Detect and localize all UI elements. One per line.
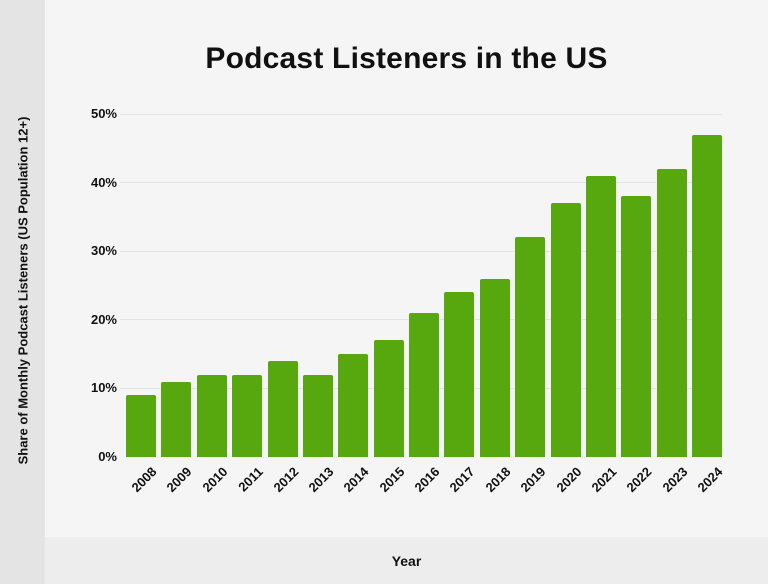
chart-title: Podcast Listeners in the US (205, 42, 608, 75)
x-tick-label-2020: 2020 (553, 464, 585, 496)
left-margin-strip (0, 0, 45, 584)
bar-2023 (656, 168, 687, 457)
bars-row (120, 114, 722, 457)
x-tick-col-2010: 2010 (197, 457, 231, 499)
x-tick-label-2015: 2015 (376, 464, 408, 496)
bar-2010 (196, 374, 227, 457)
x-tick-label-2008: 2008 (128, 464, 160, 496)
y-tick-label-40: 40% (90, 174, 117, 190)
x-tick-label-2024: 2024 (694, 464, 726, 496)
x-tick-label-2012: 2012 (270, 464, 302, 496)
x-tick-col-2023: 2023 (657, 457, 691, 499)
bottom-band: Year (45, 537, 768, 584)
bar-2021 (585, 175, 616, 457)
x-tick-col-2013: 2013 (303, 457, 337, 499)
plot-area (120, 113, 722, 457)
x-tick-col-2012: 2012 (268, 457, 302, 499)
bar-2024 (692, 134, 722, 457)
x-axis-title: Year (391, 552, 422, 569)
x-tick-label-2022: 2022 (623, 464, 655, 496)
x-tick-col-2016: 2016 (409, 457, 443, 499)
x-tick-col-2009: 2009 (161, 457, 195, 499)
x-tick-col-2019: 2019 (515, 457, 549, 499)
x-tick-label-2016: 2016 (411, 464, 443, 496)
x-tick-col-2021: 2021 (586, 457, 620, 499)
x-tick-label-2019: 2019 (517, 464, 549, 496)
bar-2009 (161, 381, 192, 457)
y-axis-ticks: 0% 10% 20% 30% 40% 50% (70, 106, 117, 464)
bar-2019 (515, 237, 546, 457)
bar-2014 (338, 354, 369, 457)
x-tick-label-2011: 2011 (235, 464, 266, 495)
bar-2022 (621, 196, 652, 457)
x-tick-col-2011: 2011 (232, 457, 266, 499)
bar-2016 (409, 312, 439, 457)
y-axis-title: Share of Monthly Podcast Listeners (US P… (15, 116, 31, 465)
x-tick-label-2010: 2010 (199, 464, 231, 496)
x-tick-col-2017: 2017 (444, 457, 478, 499)
bar-2013 (302, 374, 333, 457)
x-tick-label-2013: 2013 (305, 464, 337, 496)
bar-2015 (373, 340, 404, 457)
x-tick-col-2022: 2022 (621, 457, 655, 499)
y-tick-label-50: 50% (90, 106, 117, 121)
bar-2018 (479, 278, 510, 457)
y-tick-label-30: 30% (90, 243, 117, 259)
y-tick-label-0: 0% (98, 449, 117, 464)
bar-2011 (232, 374, 263, 457)
gridline-50 (120, 113, 722, 115)
x-tick-col-2020: 2020 (551, 457, 585, 499)
x-tick-col-2014: 2014 (338, 457, 372, 499)
x-tick-label-2017: 2017 (446, 464, 478, 496)
y-tick-label-10: 10% (90, 380, 117, 396)
x-tick-col-2018: 2018 (480, 457, 514, 499)
gridline-40 (120, 182, 722, 184)
x-tick-label-2023: 2023 (659, 464, 691, 496)
bar-2020 (550, 203, 581, 457)
x-tick-col-2024: 2024 (692, 457, 726, 499)
x-tick-col-2015: 2015 (374, 457, 408, 499)
x-tick-label-2021: 2021 (588, 464, 620, 496)
x-tick-label-2014: 2014 (340, 464, 372, 496)
x-axis-ticks: 2008 2009 2010 2011 2012 2013 2014 2015 2016 2017… (120, 457, 726, 499)
bar-2017 (444, 292, 475, 457)
y-tick-label-20: 20% (90, 311, 117, 327)
bar-2012 (267, 360, 298, 457)
gridline-30 (120, 250, 722, 252)
x-tick-label-2009: 2009 (163, 464, 195, 496)
bar-2008 (126, 395, 156, 457)
x-tick-label-2018: 2018 (482, 464, 514, 496)
x-tick-col-2008: 2008 (126, 457, 160, 499)
